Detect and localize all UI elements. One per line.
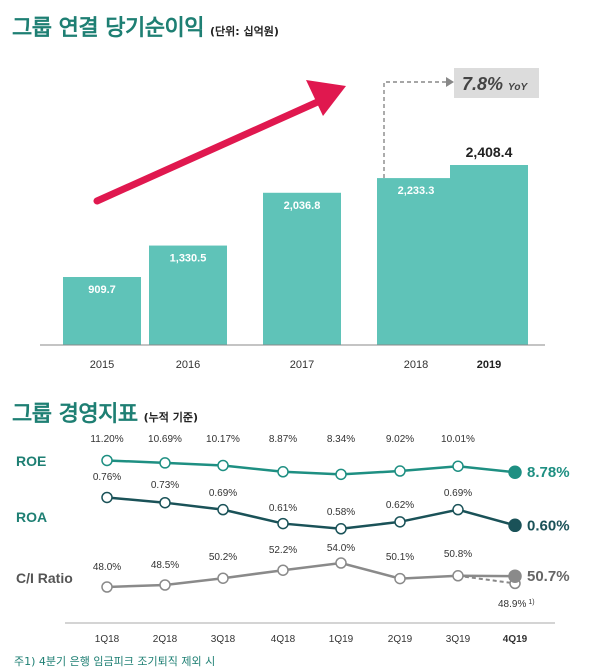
- series-name-roe: ROE: [16, 453, 46, 469]
- label-ci-2Q18: 48.5%: [151, 560, 179, 571]
- label-ci-adjusted: 48.9% 1): [498, 599, 535, 610]
- point-roa-4Q18: [277, 517, 289, 530]
- growth-arrow-shaft: [93, 96, 326, 205]
- line-category-4Q19: 4Q19: [503, 634, 528, 645]
- bar-category-2018: 2018: [404, 359, 428, 371]
- net-income-title: 그룹 연결 당기순이익 (단위: 십억원): [12, 10, 279, 42]
- point-roe-4Q18: [277, 466, 289, 478]
- indicators-title-text: 그룹 경영지표: [12, 402, 138, 427]
- label-ci-adjusted-note: 1): [528, 599, 534, 606]
- bar-value-2019: 2,408.4: [466, 144, 513, 160]
- yoy-text: 7.8% YoY: [462, 74, 528, 94]
- line-category-1Q19: 1Q19: [329, 634, 354, 645]
- bar-category-2017: 2017: [290, 359, 314, 371]
- point-roa-4Q19: [508, 518, 522, 533]
- label-ci-3Q19: 50.8%: [444, 549, 472, 560]
- label-roe-1Q19: 8.34%: [327, 434, 355, 445]
- point-roa-2Q19: [394, 516, 406, 528]
- point-roe-2Q18: [159, 457, 171, 469]
- point-roe-2Q19: [394, 465, 406, 477]
- bar-2016: [149, 245, 227, 345]
- point-ci-2Q19: [394, 572, 406, 585]
- point-ci-4Q19: [508, 569, 522, 583]
- series-line-ci: [106, 561, 516, 589]
- point-ci-3Q19: [452, 570, 464, 582]
- growth-arrow-head: [306, 80, 346, 116]
- label-ci-4Q19: 50.7%: [527, 568, 570, 585]
- bar-category-2019: 2019: [477, 359, 501, 371]
- label-ci-3Q18: 50.2%: [209, 552, 237, 563]
- label-roa-2Q19: 0.62%: [386, 500, 414, 511]
- point-roe-3Q18: [217, 459, 229, 472]
- label-roa-4Q19: 0.60%: [527, 517, 570, 534]
- label-roe-4Q19: 8.78%: [527, 464, 570, 481]
- label-roa-3Q19: 0.69%: [444, 488, 472, 499]
- bar-category-2016: 2016: [176, 359, 200, 371]
- bar-value-2015: 909.7: [88, 284, 116, 296]
- series-name-roa: ROA: [16, 509, 47, 525]
- label-ci-1Q18: 48.0%: [93, 562, 121, 573]
- line-category-2Q18: 2Q18: [153, 634, 178, 645]
- point-roa-1Q18: [101, 491, 113, 504]
- point-roe-3Q19: [452, 460, 464, 472]
- point-ci-4Q18: [277, 564, 289, 576]
- label-roe-2Q19: 9.02%: [386, 434, 414, 445]
- line-category-1Q18: 1Q18: [95, 634, 120, 645]
- net-income-unit: (단위: 십억원): [209, 25, 279, 38]
- point-ci-1Q19: [335, 557, 347, 569]
- indicators-unit: (누적 기준): [143, 411, 198, 424]
- label-ci-2Q19: 50.1%: [386, 552, 414, 563]
- label-ci-4Q18: 52.2%: [269, 545, 297, 556]
- yoy-box: [454, 68, 539, 98]
- yoy-connector: [383, 81, 446, 178]
- point-roa-3Q18: [217, 503, 229, 516]
- bar-2018: [377, 178, 455, 345]
- line-category-2Q19: 2Q19: [388, 634, 413, 645]
- label-roa-4Q18: 0.61%: [269, 503, 297, 514]
- bar-2017: [263, 192, 341, 345]
- bar-value-2016: 1,330.5: [170, 253, 207, 265]
- bar-category-2015: 2015: [90, 359, 114, 371]
- point-roe-4Q19: [508, 465, 522, 479]
- yoy-connector-arrowhead: [446, 77, 454, 87]
- net-income-title-text: 그룹 연결 당기순이익: [12, 16, 204, 41]
- bar-2019: [450, 165, 528, 345]
- footnote: 주1) 4분기 은행 임금피크 조기퇴직 제외 시: [14, 655, 216, 668]
- point-roe-1Q19: [335, 468, 347, 481]
- label-ci-1Q19: 54.0%: [327, 543, 355, 554]
- line-category-4Q18: 4Q18: [271, 634, 296, 645]
- point-ci-1Q18: [101, 581, 113, 593]
- label-roa-1Q19: 0.58%: [327, 507, 355, 518]
- yoy-value: 7.8%: [462, 74, 503, 94]
- bar-2015: [63, 277, 141, 345]
- label-roa-1Q18: 0.76%: [93, 472, 121, 483]
- yoy-label: YoY: [508, 82, 528, 93]
- point-roa-2Q18: [159, 496, 171, 509]
- label-roe-4Q18: 8.87%: [269, 434, 297, 445]
- bar-value-2018: 2,233.3: [398, 185, 435, 197]
- line-category-3Q18: 3Q18: [211, 634, 236, 645]
- point-ci-3Q18: [217, 572, 229, 584]
- point-roe-1Q18: [101, 454, 113, 467]
- series-line-ci-adjusted: [457, 574, 516, 585]
- point-ci-2Q18: [159, 579, 171, 591]
- point-roa-3Q19: [452, 503, 464, 516]
- point-roa-1Q19: [335, 523, 347, 535]
- label-roa-2Q18: 0.73%: [151, 480, 179, 491]
- series-name-ci: C/I Ratio: [16, 570, 73, 586]
- indicators-title: 그룹 경영지표 (누적 기준): [12, 396, 198, 428]
- line-category-3Q19: 3Q19: [446, 634, 471, 645]
- label-roe-1Q18: 11.20%: [90, 434, 123, 445]
- label-ci-adjusted-value: 48.9%: [498, 599, 526, 610]
- label-roe-3Q18: 10.17%: [206, 434, 240, 445]
- series-line-roa: [106, 496, 516, 531]
- label-roe-2Q18: 10.69%: [148, 434, 182, 445]
- label-roe-3Q19: 10.01%: [441, 434, 475, 445]
- bar-value-2017: 2,036.8: [284, 200, 321, 212]
- label-roa-3Q18: 0.69%: [209, 488, 237, 499]
- series-line-roe: [106, 459, 516, 476]
